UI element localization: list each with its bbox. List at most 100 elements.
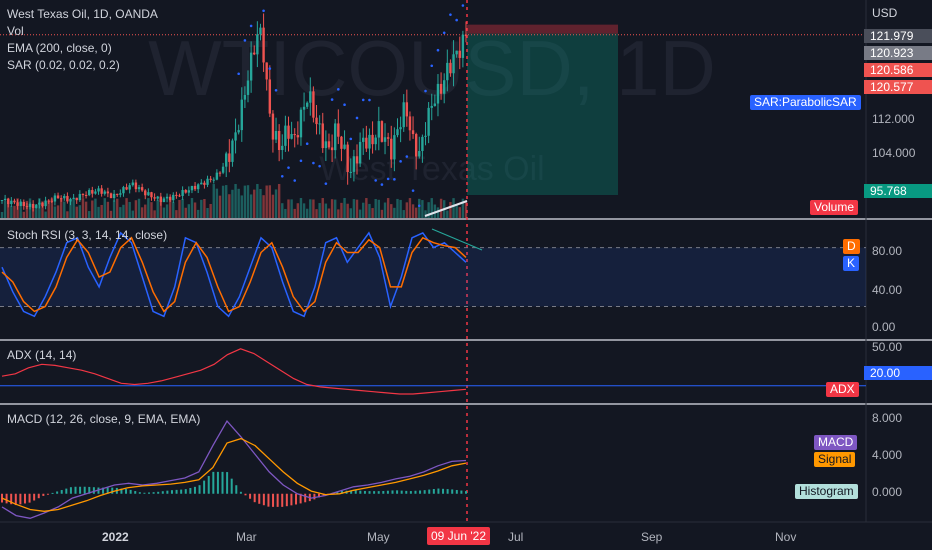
- macd-histogram-bar: [51, 492, 54, 494]
- time-label-nov: Nov: [775, 530, 797, 544]
- macd-histogram-bar: [120, 488, 123, 494]
- macd-histogram-bar: [180, 489, 183, 494]
- candle-body: [209, 178, 212, 180]
- candle-body: [22, 201, 25, 207]
- volume-bar: [175, 210, 178, 218]
- time-label-2022: 2022: [102, 530, 129, 544]
- candle-body: [277, 131, 281, 151]
- volume-bar: [446, 210, 449, 218]
- volume-bar: [284, 208, 287, 218]
- sar-dot: [293, 179, 297, 182]
- macd-histogram-bar: [272, 493, 275, 507]
- candle-body: [100, 188, 103, 194]
- candle-body: [140, 187, 144, 191]
- stoch-tick-40: 40.00: [872, 283, 903, 297]
- candle-body: [358, 141, 362, 164]
- candle-body: [287, 125, 290, 139]
- volume-bar: [458, 207, 461, 218]
- candle-body: [128, 185, 131, 190]
- macd-histogram-bar: [56, 491, 59, 494]
- candle-body: [259, 27, 262, 35]
- macd-histogram-bar: [230, 478, 233, 494]
- volume-bar: [390, 204, 393, 218]
- candle-body: [399, 127, 402, 130]
- candle-body: [346, 144, 349, 172]
- volume-tag: Volume: [810, 200, 859, 215]
- ema-legend: EMA (200, close, 0): [7, 41, 112, 55]
- volume-bar: [402, 210, 405, 218]
- volume-bar: [190, 198, 194, 218]
- candle-body: [355, 156, 359, 164]
- volume-bar: [234, 184, 237, 218]
- macd-histogram-bar: [409, 491, 412, 494]
- macd-histogram-bar: [290, 493, 293, 506]
- candle-body: [78, 194, 82, 201]
- candle-body: [109, 193, 113, 199]
- volume-bar: [262, 195, 265, 218]
- candle-body: [265, 62, 268, 80]
- volume-bar: [94, 198, 97, 218]
- candle-body: [112, 193, 116, 199]
- macd-histogram-bar: [313, 493, 316, 500]
- candle-body: [249, 52, 253, 81]
- macd-histogram-bar: [134, 491, 137, 494]
- volume-bar: [315, 209, 318, 218]
- sar-dot: [461, 4, 465, 7]
- candle-body: [150, 192, 153, 198]
- candle-body: [424, 135, 427, 137]
- volume-bar: [150, 202, 153, 218]
- volume-bar: [271, 194, 275, 218]
- macd-histogram-bar: [212, 471, 215, 494]
- candle-body: [103, 191, 106, 194]
- macd-histogram-bar: [19, 493, 22, 505]
- volume-bar: [203, 199, 206, 218]
- volume-bar: [19, 201, 22, 218]
- volume-bar: [274, 189, 278, 218]
- volume-bar: [237, 188, 240, 218]
- candle-body: [368, 134, 371, 149]
- volume-bar: [31, 206, 35, 218]
- volume-bar: [193, 202, 197, 218]
- macd-histogram-bar: [295, 493, 298, 505]
- macd-tick-4: 4.000: [872, 448, 903, 462]
- volume-bar: [134, 200, 138, 218]
- macd-histogram-bar: [354, 490, 357, 494]
- crosshair-date-tag: 09 Jun '22: [427, 527, 491, 545]
- volume-bar: [249, 194, 253, 218]
- volume-bar: [439, 198, 443, 218]
- volume-bar: [231, 189, 234, 218]
- volume-bar: [365, 198, 368, 218]
- candle-body: [299, 109, 303, 138]
- volume-bar: [362, 202, 365, 218]
- macd-histogram-bar: [437, 488, 440, 494]
- candle-body: [119, 193, 122, 195]
- macd-histogram-bar: [138, 492, 141, 494]
- sar-dot: [361, 98, 365, 102]
- sar-dot: [318, 164, 321, 168]
- stop-loss-zone: [467, 24, 618, 34]
- macd-histogram-bar: [262, 493, 265, 506]
- volume-bar: [455, 204, 458, 218]
- volume-bar: [147, 198, 150, 218]
- sar-dot: [355, 116, 359, 120]
- volume-bar: [334, 199, 337, 218]
- volume-bar: [228, 194, 231, 218]
- volume-bar: [172, 202, 175, 218]
- volume-bar: [371, 208, 374, 218]
- macd-histogram-bar: [143, 492, 146, 494]
- volume-bar: [59, 198, 63, 218]
- macd-histogram-bar: [60, 490, 63, 494]
- candle-body: [380, 121, 384, 142]
- candle-body: [246, 80, 250, 95]
- sar-dot: [449, 13, 452, 16]
- candle-body: [125, 187, 128, 190]
- candle-body: [253, 52, 256, 55]
- volume-bar: [337, 209, 340, 218]
- volume-bar: [256, 184, 259, 218]
- macd-histogram-bar: [148, 492, 151, 494]
- candle-body: [430, 105, 433, 108]
- macd-histogram-bar: [203, 480, 206, 494]
- volume-bar: [324, 203, 328, 218]
- stoch-k-tag: K: [843, 256, 860, 271]
- volume-bar: [393, 207, 396, 218]
